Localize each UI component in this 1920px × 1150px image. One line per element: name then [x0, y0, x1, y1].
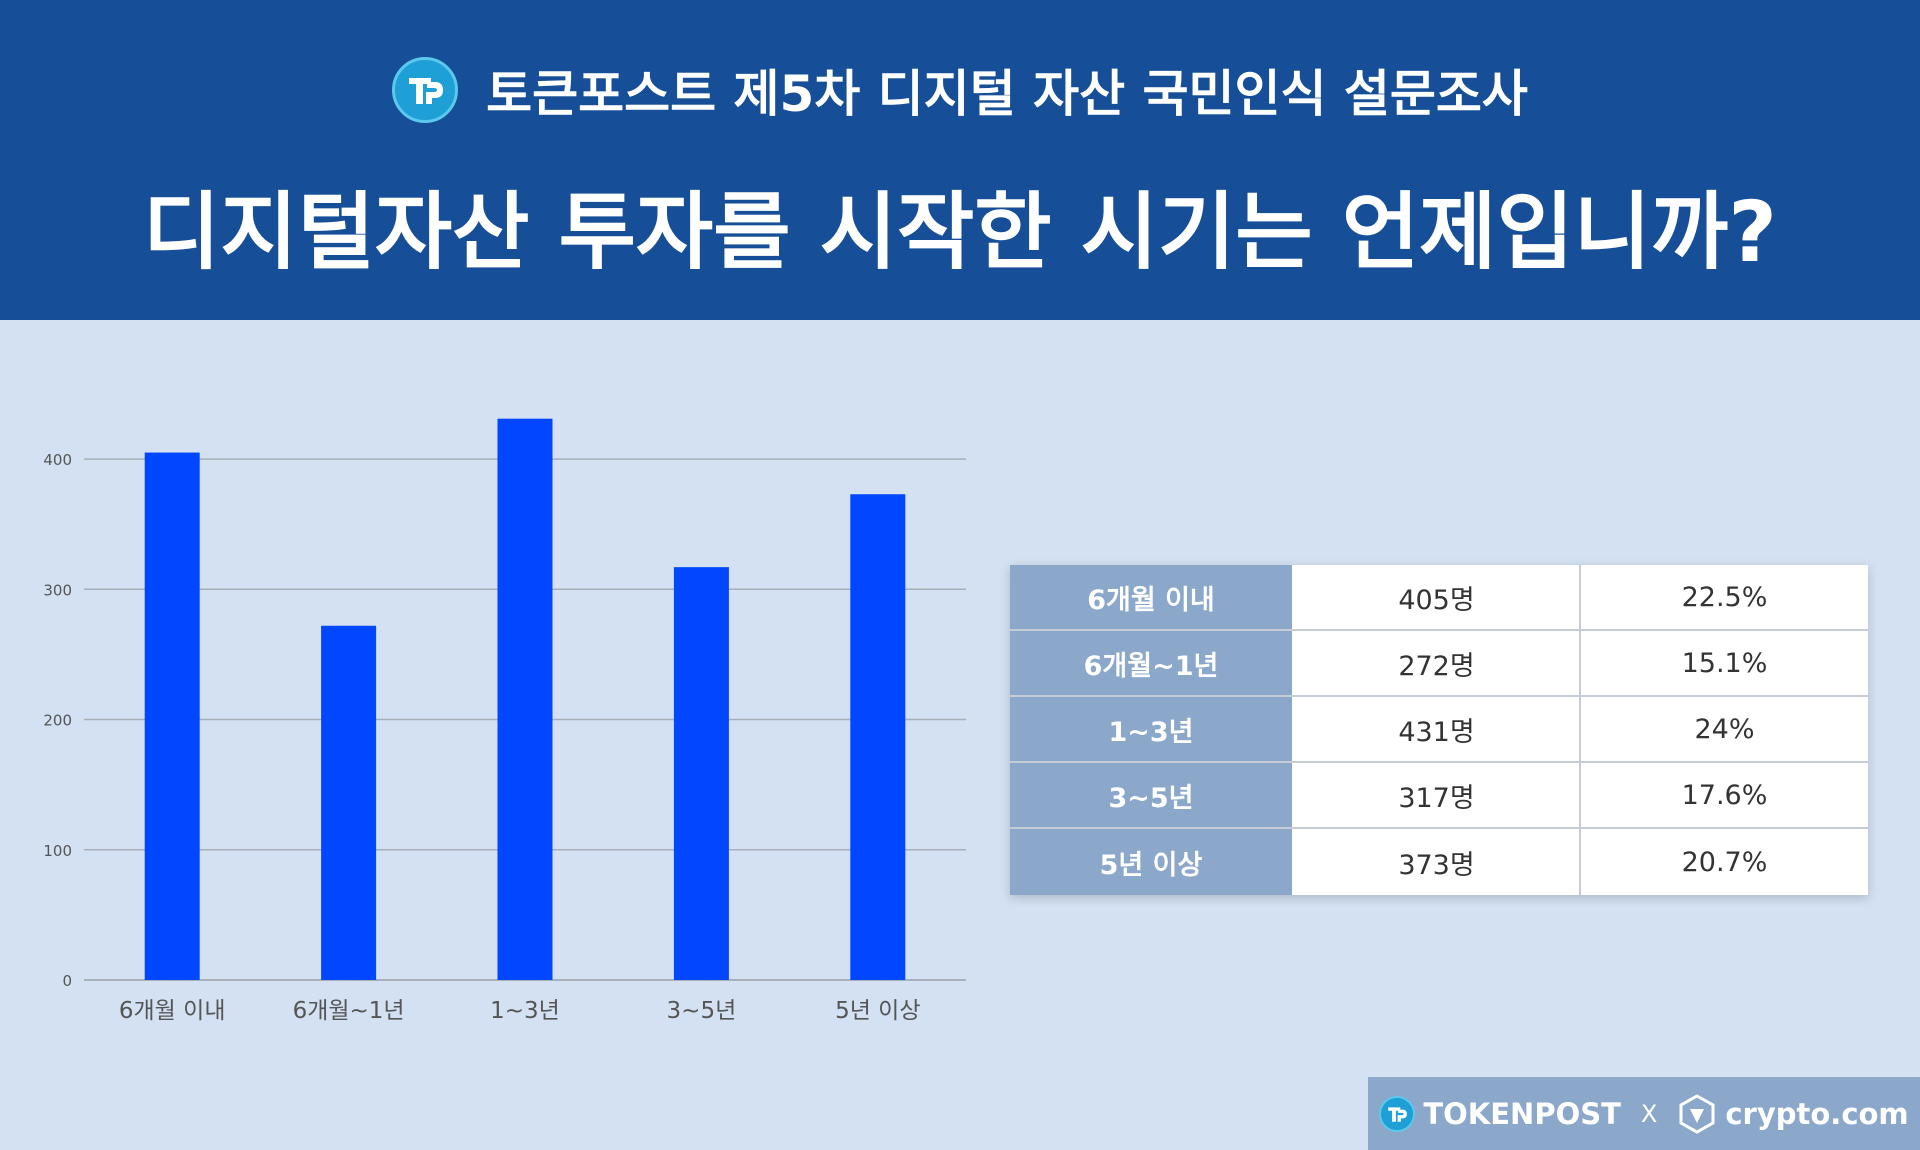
y-tick-label: 100 — [43, 842, 72, 860]
cryptocom-brand: crypto.com — [1677, 1093, 1909, 1134]
row-count: 373명 — [1294, 829, 1581, 895]
question-title: 디지털자산 투자를 시작한 시기는 언제입니까? — [142, 182, 1778, 281]
bar — [497, 418, 553, 981]
bar — [850, 494, 906, 980]
tokenpost-brand-text: TOKENPOST — [1423, 1096, 1621, 1131]
row-count: 317명 — [1294, 763, 1581, 827]
bar — [144, 452, 200, 981]
row-percent: 17.6% — [1681, 779, 1768, 811]
row-label: 1~3년 — [1010, 697, 1294, 761]
tokenpost-logo-icon — [392, 57, 459, 123]
survey-title: 토큰포스트 제5차 디지털 자산 국민인식 설문조사 — [486, 65, 1528, 123]
tokenpost-brand: TOKENPOST — [1379, 1095, 1621, 1132]
x-tick-label: 1~3년 — [490, 998, 560, 1024]
y-tick-label: 400 — [43, 451, 72, 469]
x-tick-label: 5년 이상 — [835, 998, 920, 1024]
x-tick-label: 6개월~1년 — [293, 998, 405, 1024]
table-row: 3~5년 317명 17.6% — [1010, 763, 1868, 829]
row-count: 405명 — [1294, 565, 1581, 629]
row-label: 3~5년 — [1010, 763, 1294, 827]
results-table: 6개월 이내 405명 22.5% 6개월~1년 272명 15.1% 1~3년 431명 24… — [1010, 565, 1868, 895]
x-tick-label: 3~5년 — [667, 998, 737, 1024]
survey-title-row: 토큰포스트 제5차 디지털 자산 국민인식 설문조사 — [0, 50, 1920, 130]
bar — [673, 567, 729, 980]
row-label: 6개월~1년 — [1010, 631, 1294, 695]
header-banner: 토큰포스트 제5차 디지털 자산 국민인식 설문조사 디지털자산 투자를 시작한… — [0, 0, 1920, 320]
tokenpost-footer-logo-icon — [1379, 1095, 1416, 1132]
footer-brands: TOKENPOST X crypto.com — [1368, 1077, 1920, 1150]
bar — [321, 625, 377, 980]
cryptocom-brand-text: crypto.com — [1725, 1096, 1909, 1131]
row-label: 6개월 이내 — [1010, 565, 1294, 629]
row-label: 5년 이상 — [1010, 829, 1294, 895]
y-tick-label: 200 — [43, 712, 72, 730]
x-tick-label: 6개월 이내 — [119, 998, 226, 1024]
bar-chart: 0 100 200 300 400 6개월 이내 6개월~1년 1~3년 3~5년 5년 이상 — [43, 418, 966, 1024]
brand-separator: X — [1640, 1099, 1658, 1128]
row-percent: 24% — [1694, 713, 1755, 745]
y-tick-label: 300 — [43, 581, 72, 599]
cryptocom-shield-icon — [1677, 1093, 1717, 1134]
table-row: 5년 이상 373명 20.7% — [1010, 829, 1868, 895]
row-percent: 20.7% — [1681, 846, 1768, 878]
row-percent: 22.5% — [1681, 581, 1768, 613]
row-percent: 15.1% — [1681, 647, 1768, 679]
table-row: 1~3년 431명 24% — [1010, 697, 1868, 763]
row-count: 272명 — [1294, 631, 1581, 695]
table-row: 6개월 이내 405명 22.5% — [1010, 565, 1868, 631]
row-count: 431명 — [1294, 697, 1581, 761]
y-tick-label: 0 — [62, 972, 72, 990]
table-row: 6개월~1년 272명 15.1% — [1010, 631, 1868, 697]
